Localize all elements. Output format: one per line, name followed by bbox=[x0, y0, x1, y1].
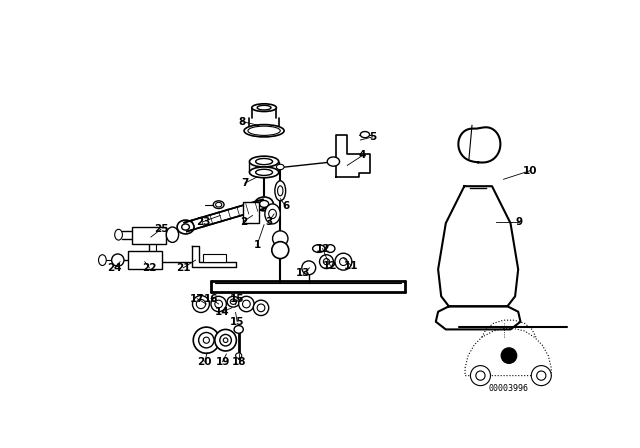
Ellipse shape bbox=[269, 209, 276, 219]
Ellipse shape bbox=[193, 327, 220, 353]
Ellipse shape bbox=[275, 181, 285, 201]
Ellipse shape bbox=[250, 167, 279, 178]
Ellipse shape bbox=[253, 300, 269, 315]
Ellipse shape bbox=[166, 227, 179, 242]
Text: 8: 8 bbox=[238, 116, 245, 126]
Ellipse shape bbox=[216, 202, 221, 207]
Ellipse shape bbox=[327, 157, 340, 166]
Text: 1: 1 bbox=[253, 240, 260, 250]
Ellipse shape bbox=[312, 245, 325, 252]
Circle shape bbox=[272, 241, 289, 258]
Text: 15: 15 bbox=[230, 317, 244, 327]
Ellipse shape bbox=[223, 338, 228, 343]
Text: 9: 9 bbox=[515, 217, 522, 227]
Polygon shape bbox=[436, 306, 520, 329]
Circle shape bbox=[273, 231, 288, 246]
Ellipse shape bbox=[257, 105, 271, 110]
Text: 22: 22 bbox=[142, 263, 157, 273]
Ellipse shape bbox=[215, 300, 223, 308]
Polygon shape bbox=[458, 127, 500, 163]
Ellipse shape bbox=[255, 197, 273, 211]
Text: 6: 6 bbox=[282, 201, 289, 211]
Ellipse shape bbox=[115, 229, 122, 240]
Polygon shape bbox=[465, 329, 551, 375]
Text: 20: 20 bbox=[198, 357, 212, 367]
Circle shape bbox=[537, 371, 546, 380]
Ellipse shape bbox=[257, 304, 265, 312]
Text: 14: 14 bbox=[215, 307, 230, 317]
Text: 18: 18 bbox=[232, 357, 246, 367]
Ellipse shape bbox=[252, 104, 276, 112]
Ellipse shape bbox=[204, 337, 209, 343]
Ellipse shape bbox=[323, 258, 330, 265]
Text: 16: 16 bbox=[204, 293, 218, 304]
Bar bbox=[204, 254, 227, 262]
Ellipse shape bbox=[244, 125, 284, 137]
Text: 12: 12 bbox=[316, 244, 330, 254]
Ellipse shape bbox=[340, 258, 348, 266]
Ellipse shape bbox=[326, 245, 335, 252]
Text: 11: 11 bbox=[344, 260, 358, 271]
Ellipse shape bbox=[243, 300, 250, 308]
Ellipse shape bbox=[177, 220, 194, 234]
Circle shape bbox=[501, 348, 516, 363]
Ellipse shape bbox=[250, 156, 279, 167]
Text: 7: 7 bbox=[241, 178, 248, 188]
Text: 3: 3 bbox=[265, 217, 273, 227]
Ellipse shape bbox=[255, 169, 273, 176]
Text: 24: 24 bbox=[108, 263, 122, 273]
Ellipse shape bbox=[234, 326, 243, 333]
Ellipse shape bbox=[198, 332, 214, 348]
Ellipse shape bbox=[227, 296, 239, 307]
Ellipse shape bbox=[265, 204, 280, 224]
Ellipse shape bbox=[239, 296, 254, 312]
Ellipse shape bbox=[215, 329, 236, 351]
Polygon shape bbox=[336, 134, 371, 177]
Ellipse shape bbox=[259, 200, 269, 207]
Ellipse shape bbox=[236, 353, 242, 358]
Ellipse shape bbox=[276, 164, 284, 170]
Text: 25: 25 bbox=[154, 224, 168, 234]
Circle shape bbox=[111, 254, 124, 266]
Text: 00003996: 00003996 bbox=[489, 384, 529, 393]
Polygon shape bbox=[438, 186, 518, 306]
Circle shape bbox=[531, 366, 551, 386]
Ellipse shape bbox=[196, 299, 205, 309]
Polygon shape bbox=[184, 199, 266, 232]
Text: 4: 4 bbox=[359, 151, 366, 160]
Ellipse shape bbox=[255, 159, 273, 165]
Text: 5: 5 bbox=[369, 132, 376, 142]
Polygon shape bbox=[192, 246, 236, 267]
Text: 12: 12 bbox=[323, 260, 337, 271]
Text: 15: 15 bbox=[230, 293, 244, 304]
Ellipse shape bbox=[211, 296, 227, 312]
Text: 2: 2 bbox=[239, 217, 247, 227]
Text: 23: 23 bbox=[196, 217, 211, 227]
Ellipse shape bbox=[213, 201, 224, 208]
Ellipse shape bbox=[193, 296, 209, 313]
Bar bbox=[132, 227, 166, 244]
Bar bbox=[243, 202, 259, 223]
Ellipse shape bbox=[99, 255, 106, 266]
Circle shape bbox=[476, 371, 485, 380]
Text: 19: 19 bbox=[215, 357, 230, 367]
Ellipse shape bbox=[335, 253, 352, 270]
Ellipse shape bbox=[319, 255, 333, 269]
Bar bbox=[128, 251, 162, 269]
Text: 21: 21 bbox=[176, 263, 191, 273]
Ellipse shape bbox=[230, 299, 236, 304]
Ellipse shape bbox=[248, 126, 280, 135]
Ellipse shape bbox=[182, 224, 189, 230]
Text: 10: 10 bbox=[522, 166, 537, 176]
Text: 17: 17 bbox=[190, 293, 204, 304]
Text: 13: 13 bbox=[296, 268, 310, 278]
Circle shape bbox=[302, 261, 316, 275]
Ellipse shape bbox=[220, 334, 232, 346]
Circle shape bbox=[470, 366, 490, 386]
Ellipse shape bbox=[278, 186, 283, 196]
Ellipse shape bbox=[360, 132, 369, 138]
